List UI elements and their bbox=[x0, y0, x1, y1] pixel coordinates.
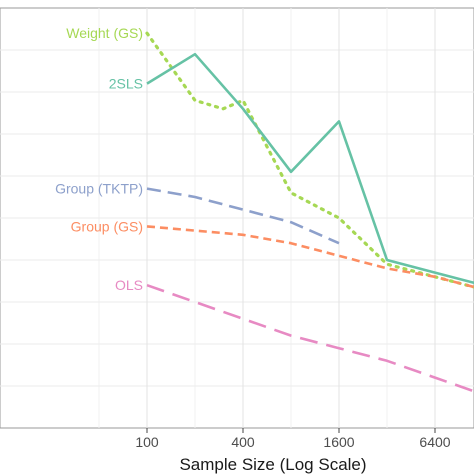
x-axis-ticks: 100 400 1600 6400 bbox=[135, 428, 451, 450]
x-tick-label: 100 bbox=[135, 434, 159, 450]
series-label: Group (TKTP) bbox=[55, 181, 143, 197]
series-label: 2SLS bbox=[109, 76, 143, 92]
x-axis-title: Sample Size (Log Scale) bbox=[179, 455, 366, 474]
series-line-group-tktp bbox=[146, 187, 340, 245]
series-label: OLS bbox=[115, 277, 143, 293]
series-label: Group (GS) bbox=[71, 218, 143, 234]
series-labels: Weight (GS) 2SLS Group (TKTP) Group (GS) OLS bbox=[55, 25, 143, 293]
series-line-group-gs bbox=[146, 225, 474, 289]
grid-lines bbox=[0, 8, 474, 428]
x-tick-label: 400 bbox=[231, 434, 255, 450]
series-line-2sls bbox=[146, 52, 474, 285]
series-label: Weight (GS) bbox=[66, 25, 143, 41]
series-line-ols bbox=[146, 283, 474, 393]
series-lines bbox=[145, 31, 474, 393]
x-tick-label: 1600 bbox=[323, 434, 354, 450]
series-line-weight-gs bbox=[145, 31, 474, 289]
x-tick-label: 6400 bbox=[419, 434, 450, 450]
